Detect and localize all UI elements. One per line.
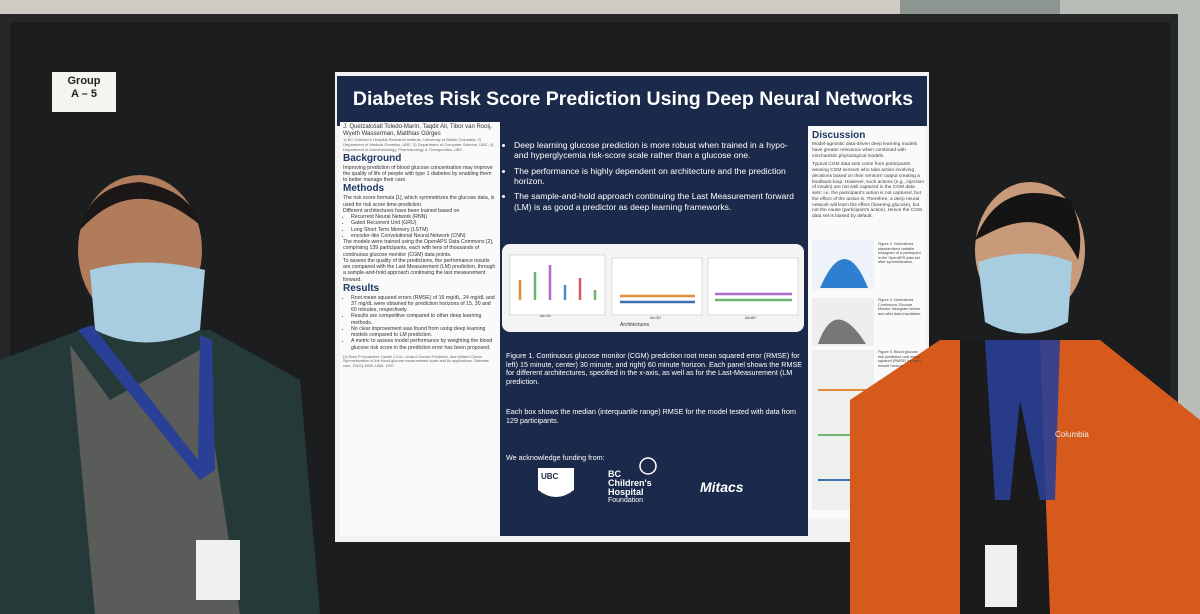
paragraph: Improving prediction of blood glucose co… (343, 164, 493, 184)
figure-caption: Each box shows the median (interquartile… (506, 407, 797, 425)
panel-label: Δt=15 (540, 313, 551, 318)
list-item: Long Short Term Memory (LSTM) (351, 227, 497, 233)
logo-ubc: UBC (541, 472, 559, 481)
panel-label: Δt=60 (745, 315, 756, 320)
list-item: Results are competitive compared to othe… (351, 313, 497, 325)
figure-note: Figure 2. Normalized standardized variab… (878, 242, 921, 265)
list-item: encoder-like Convolutional Neural Networ… (351, 233, 497, 239)
paragraph: Different architectures have been traine… (343, 207, 460, 214)
group-sign: Group A – 5 (52, 75, 116, 101)
axis-label: Architectures (620, 322, 650, 328)
logo-line: BC (608, 469, 621, 479)
list-item: No clear improvement was found from usin… (351, 326, 497, 338)
key-point: Deep learning glucose prediction is more… (514, 140, 802, 161)
list: Recurrent Neural Network (RNN) Gated Rec… (343, 214, 497, 239)
figure-note: Figure 3. Normalized Continuous Glucose … (878, 298, 922, 316)
acknowledgement: We acknowledge funding from: (506, 453, 605, 462)
poster-title: Diabetes Risk Score Prediction Using Dee… (352, 88, 914, 110)
jacket-brand: Columbia (1055, 430, 1089, 439)
figure-note: Figure 4. Blood glucose risk prediction … (878, 350, 922, 368)
paragraph: The models were trained using the OpenAP… (343, 239, 494, 258)
key-point: The performance is highly dependent on a… (514, 166, 802, 187)
key-points: Deep learning glucose prediction is more… (506, 140, 802, 212)
logo-line: Foundation (608, 497, 644, 504)
figure-caption: Figure 1. Continuous glucose monitor (CG… (506, 351, 803, 386)
right-column: Discussion Model-agnostic data-driven de… (812, 130, 924, 220)
paragraph: Model-agnostic data-driven deep learning… (812, 142, 918, 159)
panel-label: Δt=30 (650, 315, 661, 320)
list-item: Gated Recurrent Unit (GRU) (351, 220, 497, 226)
logo-mitacs: Mitacs (700, 479, 744, 495)
paragraph: To assess the quality of the predictions… (343, 257, 496, 283)
heading: Background (343, 152, 402, 164)
references: [1] Boris P Kovatchev, Daniel J Cox, Lin… (343, 354, 489, 368)
list-item: Root mean squared errors (RMSE) of 16 mg… (351, 295, 497, 314)
paragraph: The risk score formula [1], which symmet… (343, 195, 495, 208)
authors: J. Quetzalcóatl Toledo-Marín, Taqdir Ali… (343, 124, 492, 138)
center-column: Deep learning glucose prediction is more… (506, 140, 802, 212)
affiliations: 1) BC Children's Hospital Research Insti… (343, 137, 494, 152)
list-item: Recurrent Neural Network (RNN) (351, 214, 497, 220)
heading: Methods (343, 183, 385, 195)
heading: Discussion (812, 130, 866, 141)
logo-bcch: BC Children's Hospital Foundation (608, 469, 652, 505)
logo-line: Children's (608, 478, 652, 488)
paragraph: Typical CGM data sets come from particip… (812, 162, 924, 219)
sign-line: Group (67, 75, 101, 87)
left-column: J. Quetzalcóatl Toledo-Marín, Taqdir Ali… (343, 124, 497, 369)
sign-line: A – 5 (71, 88, 97, 101)
list: Root mean squared errors (RMSE) of 16 mg… (343, 295, 497, 351)
key-point: The sample-and-hold approach continuing … (514, 191, 802, 212)
list-item: A metric to assess model performance by … (351, 338, 497, 350)
logo-line: Hospital (608, 487, 644, 497)
heading: Results (343, 282, 380, 294)
